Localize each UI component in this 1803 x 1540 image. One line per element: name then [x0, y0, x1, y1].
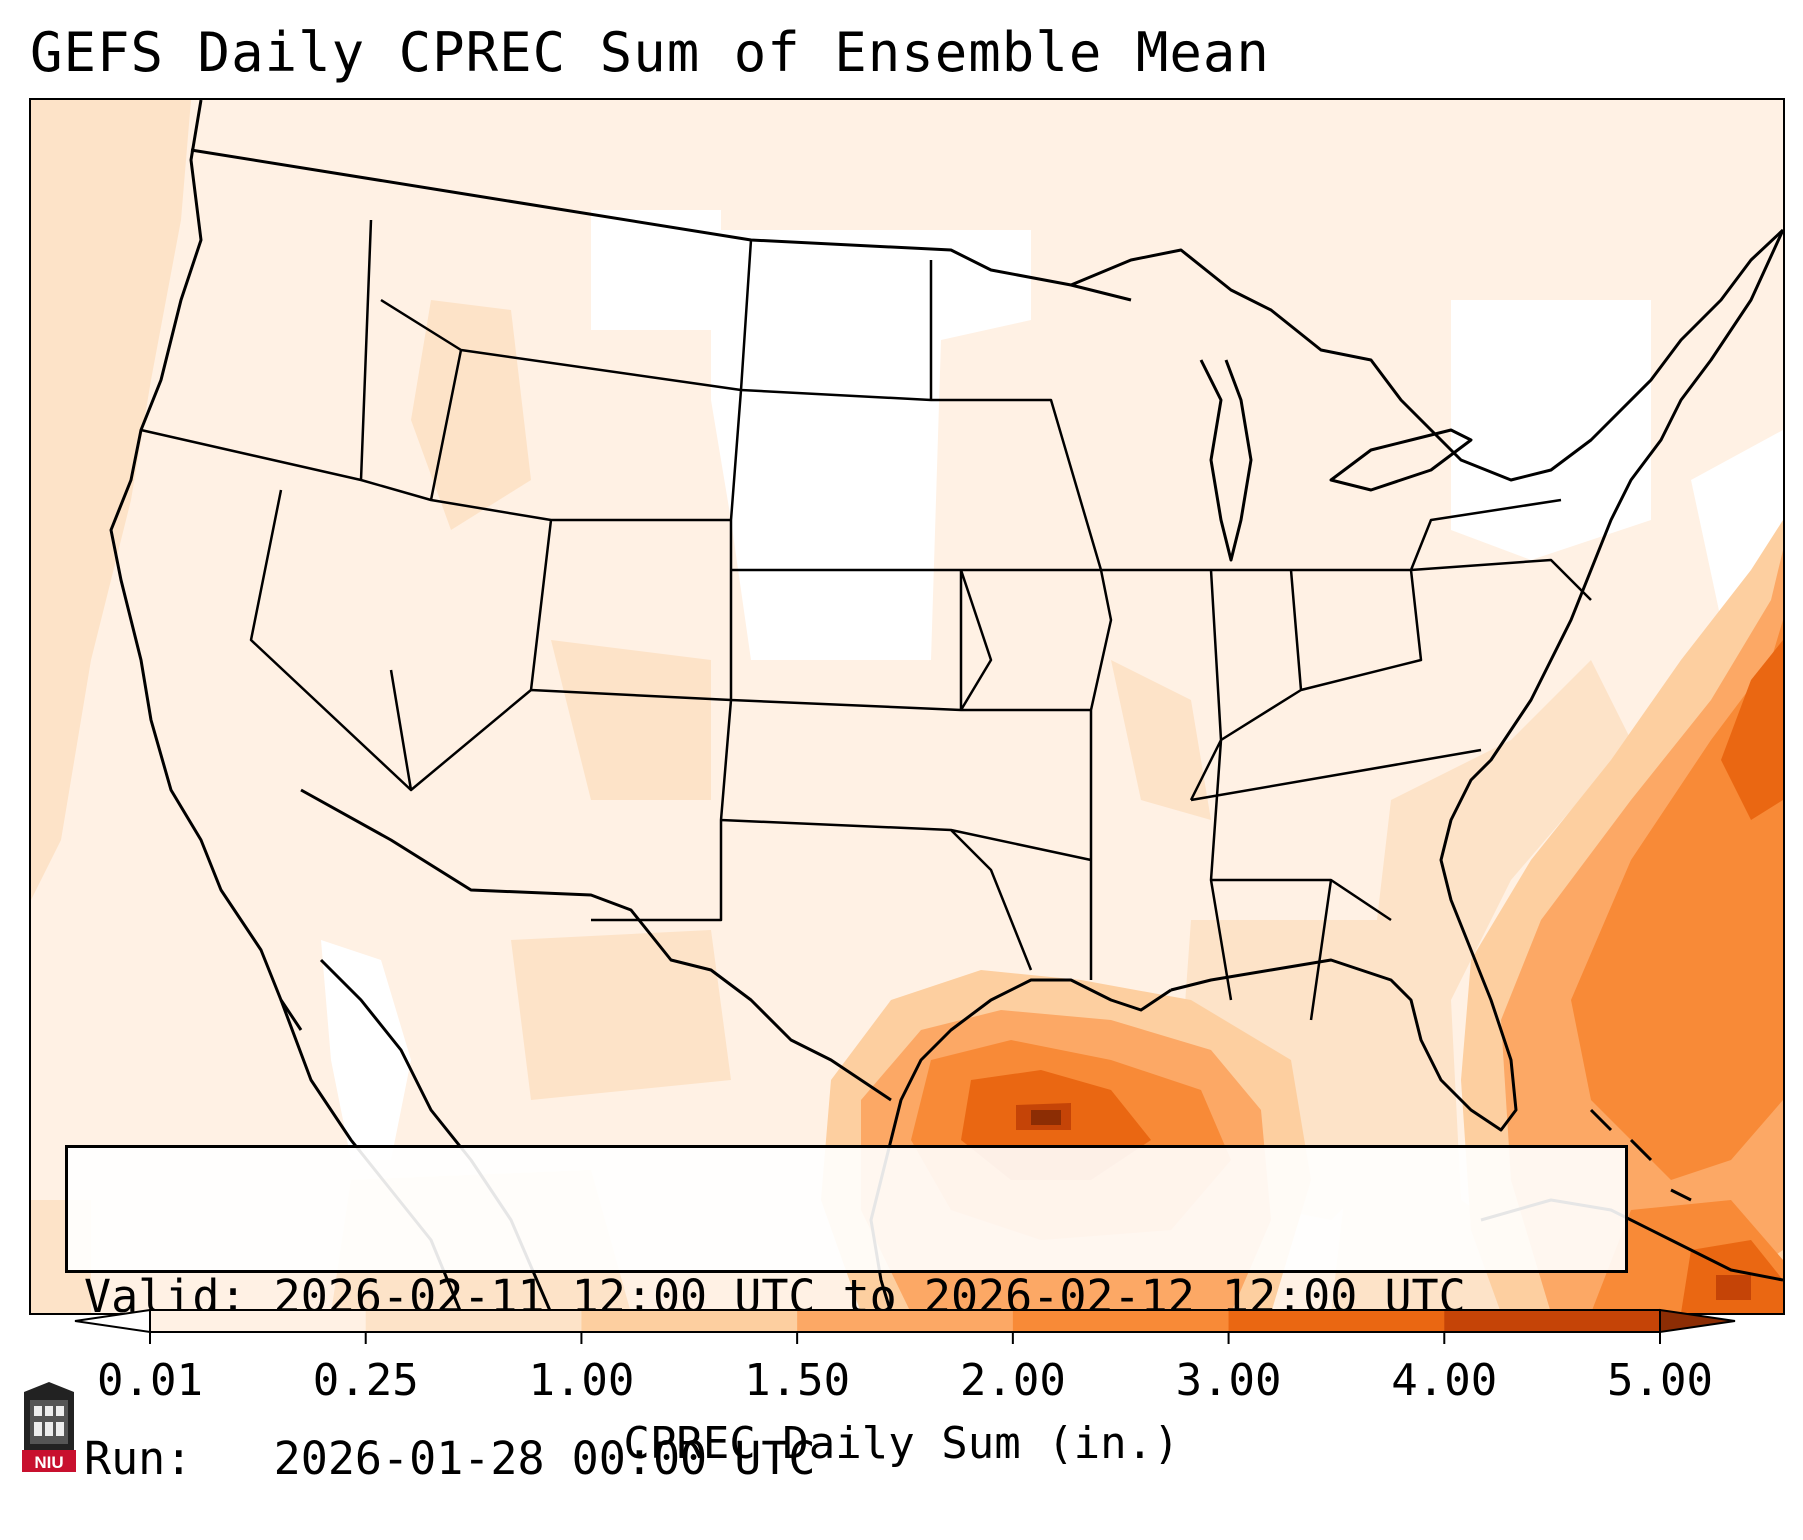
border-us-mexico	[300, 788, 892, 1102]
colorbar-tick-label: 5.00	[1607, 1355, 1713, 1406]
colorbar-tick-label: 3.00	[1175, 1355, 1282, 1406]
coastline-east	[1170, 229, 1783, 1132]
colorbar-tick-label: 0.25	[312, 1355, 419, 1406]
colorbar-label: CPREC Daily Sum (in.)	[623, 1418, 1180, 1469]
colorbar-tick-label: 2.00	[959, 1355, 1066, 1406]
colorbar-tick-label: 1.00	[528, 1355, 635, 1406]
run-value: 2026-01-28 00:00 UTC	[273, 1432, 816, 1485]
precip-field-dry	[321, 210, 1783, 1160]
colorbar-segment	[797, 1310, 1014, 1332]
colorbar-tick-label: 0.01	[97, 1355, 203, 1406]
precip-field-max	[1031, 1110, 1061, 1125]
colorbar-segment	[150, 1310, 367, 1332]
precipitation-map	[31, 100, 1783, 1313]
colorbar-tick-label: 4.00	[1391, 1355, 1498, 1406]
coastline-great-lakes	[1070, 228, 1783, 482]
colorbar-segment	[1444, 1310, 1661, 1332]
run-label: Run:	[84, 1432, 193, 1485]
colorbar-under-triangle	[74, 1308, 151, 1334]
colorbar-tick-label: 1.50	[744, 1355, 851, 1406]
colorbar-over-triangle	[1659, 1308, 1736, 1334]
lake-michigan	[1199, 359, 1253, 562]
colorbar-segment	[365, 1310, 582, 1332]
coastline-west	[109, 100, 303, 1031]
logo-text: NIU	[34, 1453, 63, 1472]
colorbar	[74, 1308, 1736, 1344]
colorbar-segment	[1228, 1310, 1445, 1332]
coastline-bahamas	[1589, 1108, 1692, 1202]
colorbar-segment	[1012, 1310, 1230, 1332]
colorbar-segments	[74, 1308, 1736, 1334]
colorbar-outline	[149, 1309, 1661, 1333]
chart-title: GEFS Daily CPREC Sum of Ensemble Mean	[30, 21, 1270, 84]
run-line: Run: 2026-01-28 00:00 UTC	[84, 1432, 1625, 1486]
niu-logo: NIU	[22, 1382, 76, 1472]
map-panel	[29, 98, 1785, 1315]
state-borders	[140, 219, 1592, 1021]
lake-erie	[1329, 428, 1473, 492]
colorbar-segment	[581, 1310, 798, 1332]
valid-run-info-box: Valid: 2026-02-11 12:00 UTC to 2026-02-1…	[65, 1145, 1628, 1485]
colorbar-ticks	[149, 1332, 1661, 1344]
